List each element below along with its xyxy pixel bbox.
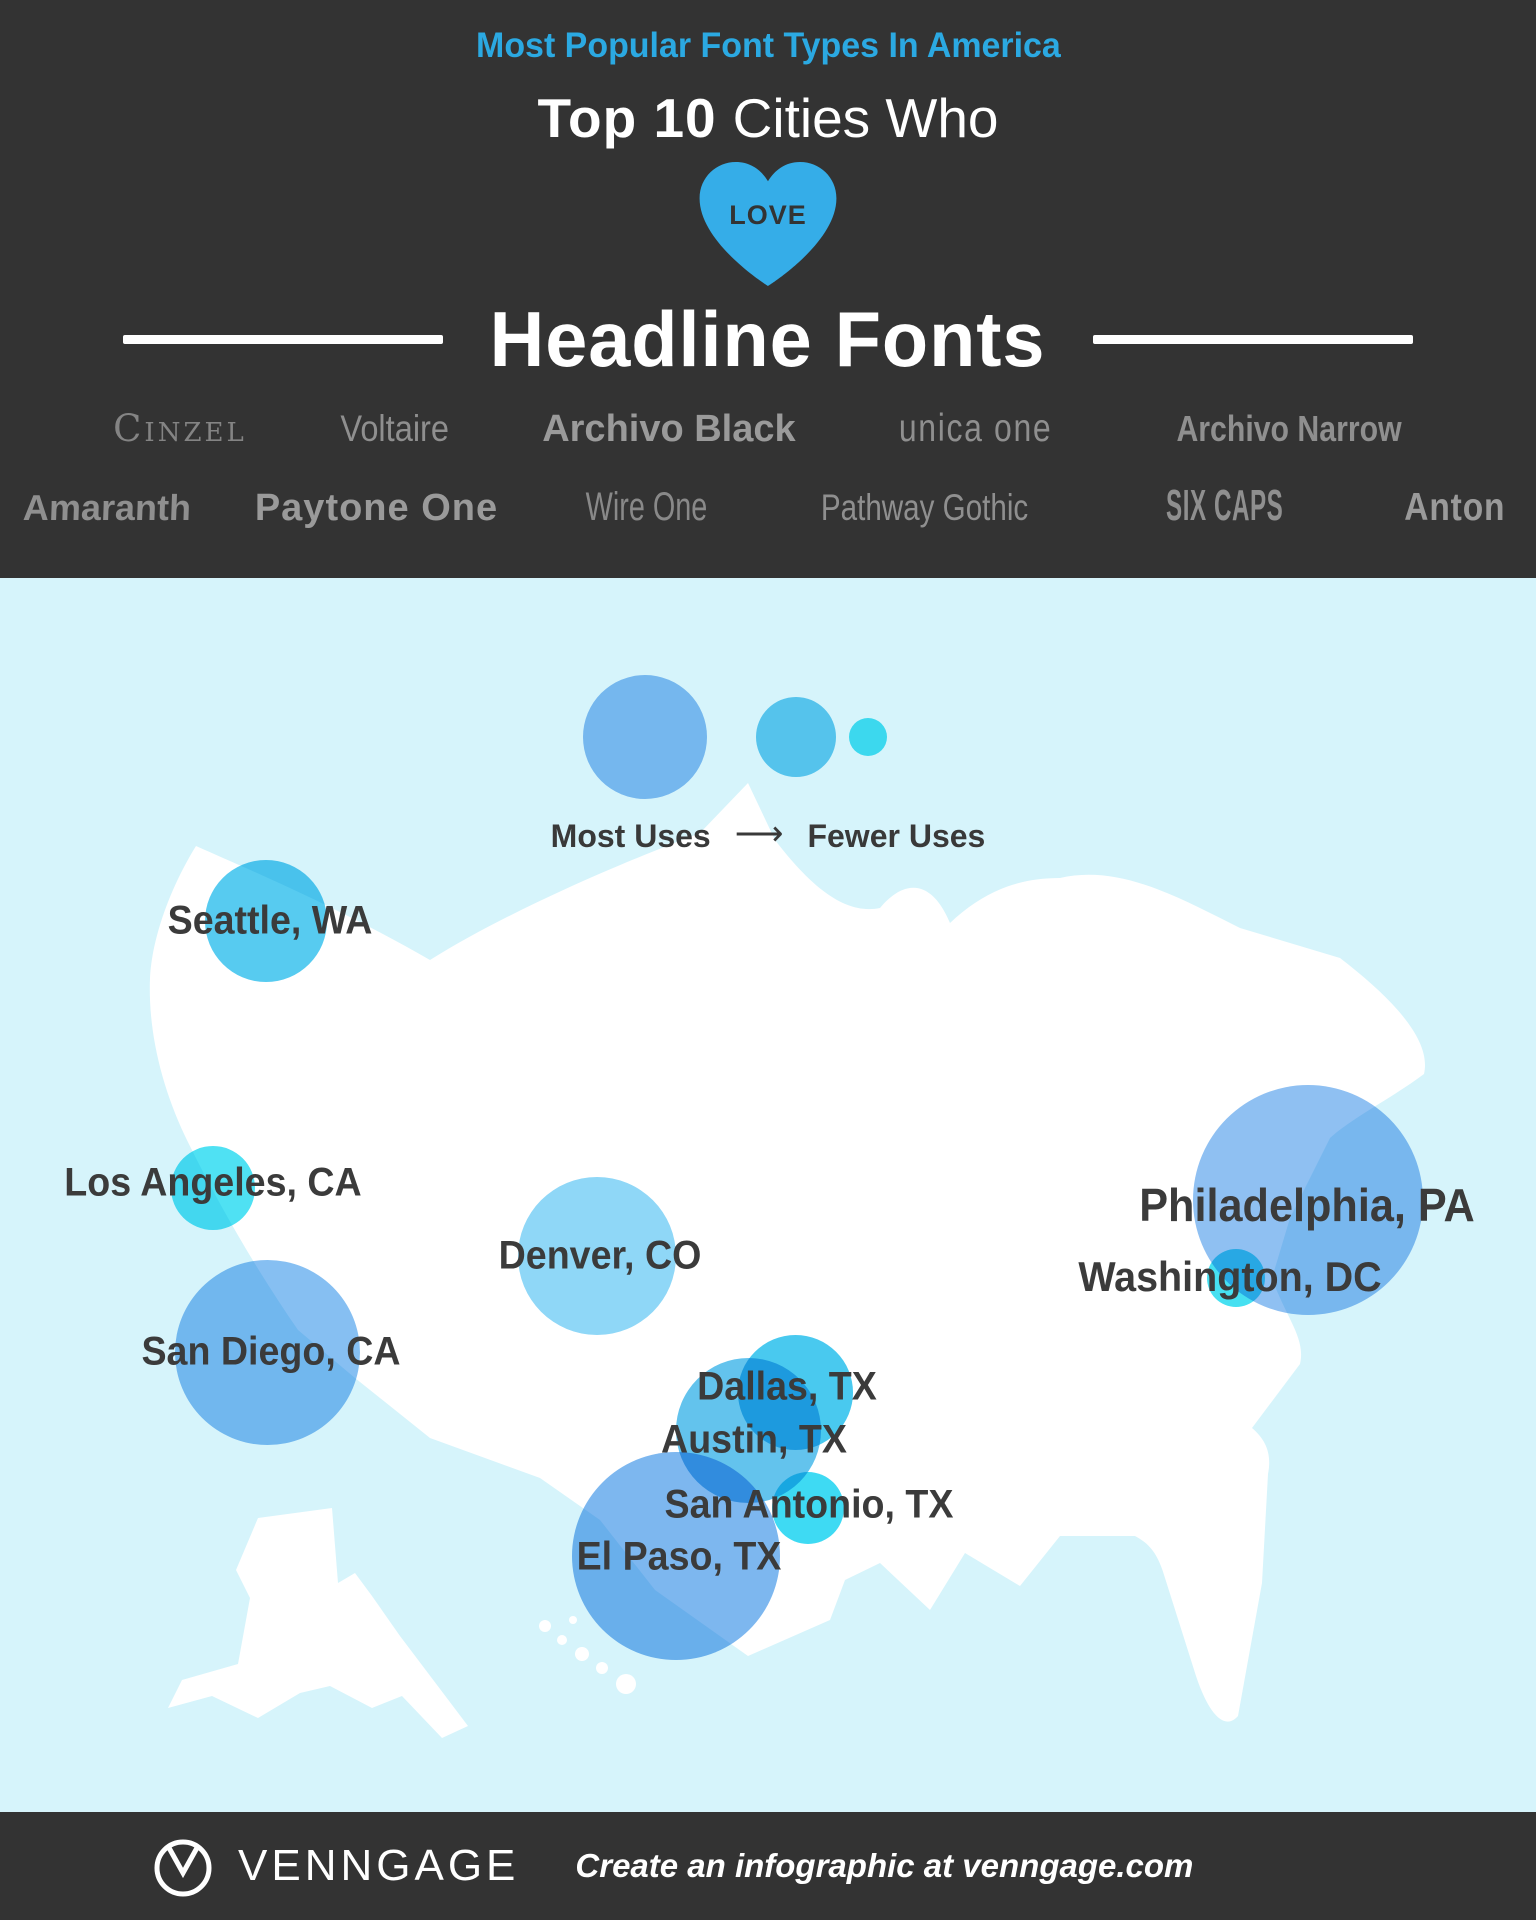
venngage-logo-icon [154, 1839, 212, 1897]
legend-circle-small [849, 718, 887, 756]
divider-line-left [123, 335, 444, 344]
font-sample-amaranth: Amaranth [22, 487, 192, 528]
font-sample-six-caps: Six Caps [1166, 481, 1284, 530]
footer-tagline: Create an infographic at venngage.com [575, 1847, 1194, 1884]
brand-name: VENNGAGE [238, 1841, 520, 1890]
font-sample-archivo-black: Archivo Black [542, 408, 796, 450]
main-title-rest: Cities Who [732, 87, 999, 149]
legend-label-fewer: Fewer Uses [807, 817, 986, 854]
font-sample-anton: Anton [1403, 486, 1505, 529]
kicker-text: Most Popular Font Types In America [475, 26, 1061, 65]
hawaii-islands [539, 1616, 636, 1694]
city-bubble-denver-co [518, 1177, 676, 1335]
legend-text: Most Uses ⟶ Fewer Uses [0, 815, 1536, 856]
heart-label: LOVE [729, 200, 807, 230]
city-bubble-san-diego-ca [174, 1259, 360, 1445]
font-sample-row: Amaranth Paytone One Wire One Pathway Gothi… [22, 481, 1504, 531]
legend-arrow-icon: ⟶ [734, 815, 784, 853]
font-sample-archivo-narrow: Archivo Narrow [1176, 408, 1402, 449]
city-bubble-seattle-wa [205, 860, 327, 982]
headline-row: Headline Fonts [123, 294, 1413, 385]
legend-label-most: Most Uses [550, 817, 711, 854]
city-bubble-san-antonio-tx [772, 1472, 844, 1544]
font-sample-row: Cinzel Voltaire Archivo Black unica one Arch… [38, 407, 1498, 451]
font-sample-pathway-gothic: Pathway Gothic [820, 487, 1029, 528]
font-sample-unica-one: unica one [898, 407, 1052, 450]
city-label-austin-tx: Austin, TX [661, 1417, 847, 1462]
font-sample-wire-one: Wire One [585, 485, 708, 529]
font-sample-voltaire: Voltaire [340, 408, 449, 449]
city-label-seattle-wa: Seattle, WA [167, 898, 373, 943]
state-alaska [168, 1508, 468, 1738]
us-mainland [149, 783, 1426, 1722]
legend-circle-large [583, 675, 707, 799]
footer: VENNGAGE Create an infographic at vennga… [0, 1812, 1536, 1920]
divider-line-right [1092, 335, 1413, 344]
font-sample-rows: Cinzel Voltaire Archivo Black unica one Arch… [22, 407, 1504, 531]
city-label-philadelphia-pa: Philadelphia, PA [1139, 1179, 1475, 1231]
main-title: Top 10 Cities Who [537, 86, 998, 150]
heart-icon: LOVE [698, 162, 838, 286]
city-label-dallas-tx: Dallas, TX [697, 1364, 877, 1409]
city-label-los-angeles-ca: Los Angeles, CA [64, 1160, 362, 1205]
map-section: Most Uses ⟶ Fewer Uses Seattle, WA Los An… [0, 578, 1536, 1812]
legend-circle-medium [756, 697, 836, 777]
city-label-san-antonio-tx: San Antonio, TX [664, 1482, 954, 1527]
heart-shape [699, 162, 837, 286]
city-bubble-dallas-tx [737, 1334, 853, 1450]
font-sample-cinzel: Cinzel [113, 407, 247, 450]
city-bubble-los-angeles-ca [171, 1146, 255, 1230]
city-label-denver-co: Denver, CO [498, 1233, 702, 1278]
header: Most Popular Font Types In America Top 1… [0, 0, 1536, 578]
font-sample-paytone-one: Paytone One [254, 487, 499, 529]
us-map [149, 783, 1426, 1738]
city-label-washington-dc: Washington, DC [1078, 1253, 1382, 1300]
headline-title: Headline Fonts [490, 295, 1046, 383]
main-title-bold: Top 10 [537, 87, 717, 149]
city-label-san-diego-ca: San Diego, CA [141, 1329, 401, 1374]
city-bubble-washington-dc [1207, 1249, 1265, 1307]
city-label-el-paso-tx: El Paso, TX [576, 1534, 782, 1579]
